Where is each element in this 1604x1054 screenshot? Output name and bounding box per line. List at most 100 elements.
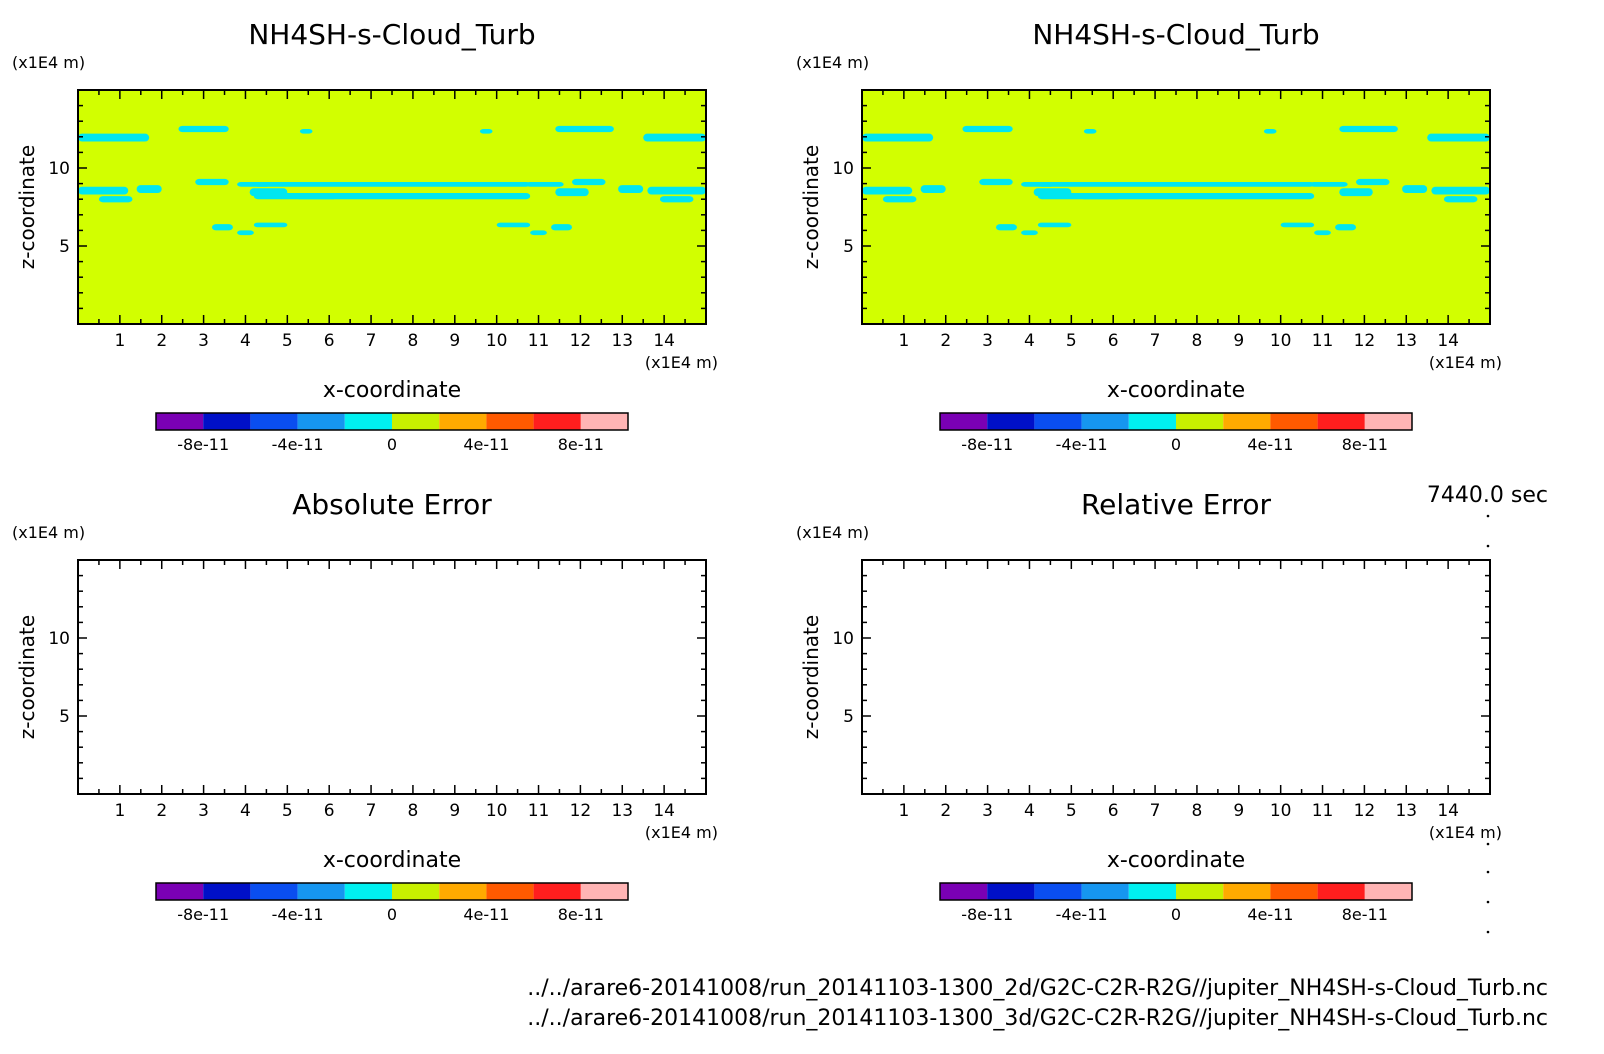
colorbar-tick-label: 8e-11 [1342,905,1388,924]
colorbar-segment [987,883,1035,900]
x-tick-label: 11 [1312,331,1334,351]
colorbar-segment [940,413,988,430]
x-axis-label: x-coordinate [1107,848,1245,873]
heatmap-cell [1356,178,1390,186]
chart-panel: Absolute Error(x1E4 m)1 2 3 4 5 6 7 8 9 10 11 12 13 1… [12,488,718,924]
colorbar-segment [580,883,628,900]
y-tick-label: 10 [832,159,854,179]
x-tick-label: 11 [1312,801,1334,821]
colorbar-tick-label: 8e-11 [558,435,604,454]
y-unit-label: (x1E4 m) [12,523,85,542]
heatmap-cell [647,186,706,195]
heatmap-cell [1263,129,1277,134]
y-axis-label: z-coordinate [799,615,823,739]
heatmap-cell [1339,188,1373,197]
x-tick-label: 5 [282,801,293,821]
colorbar-segment [1128,413,1176,430]
heatmap-field [862,90,1490,324]
plot-frame [77,559,707,795]
x-tick-label: 4 [240,331,251,351]
heatmap-cell [1280,222,1315,228]
y-tick-label: 10 [48,629,70,649]
x-axis-label: x-coordinate [323,378,461,403]
x-tick-label: 14 [1437,801,1459,821]
heatmap-cell [98,196,133,203]
colorbar-segment [1364,883,1412,900]
x-tick-label: 9 [449,331,460,351]
colorbar-tick-label: 0 [1171,435,1181,454]
heatmap-cell [496,222,531,228]
x-tick-label: 7 [366,331,377,351]
colorbar-tick-label: -8e-11 [177,435,229,454]
x-tick-label: 7 [1150,801,1161,821]
y-tick-label: 5 [59,707,70,727]
colorbar-tick-label: 4e-11 [463,435,509,454]
colorbar-segment [1128,883,1176,900]
heatmap-cell [299,129,313,134]
x-tick-label: 14 [653,331,675,351]
colorbar-tick-label: 8e-11 [1342,435,1388,454]
heatmap-cell [1427,133,1490,142]
heatmap-cell [659,196,694,203]
heatmap-cell [211,224,233,231]
x-tick-label: 9 [1233,801,1244,821]
heatmap-cell [643,133,706,142]
colorbar-tick-label: -8e-11 [961,435,1013,454]
colorbar-segment [1270,883,1318,900]
colorbar-segment [486,413,534,430]
colorbar-segment [1223,413,1271,430]
x-tick-label: 8 [1192,331,1203,351]
heatmap-cell [237,230,254,236]
panels: NH4SH-s-Cloud_Turb(x1E4 m)1 2 3 4 5 6 7 8 9 10 11 1… [12,18,1502,934]
heatmap-cell [1314,230,1331,236]
colorbar-segment [297,883,345,900]
chart-title: NH4SH-s-Cloud_Turb [1032,18,1319,51]
dot-mark [1486,544,1490,548]
x-tick-label: 6 [1108,331,1119,351]
heatmap-cell [1021,230,1038,236]
colorbar-frame [939,882,1413,901]
x-tick-label: 3 [198,801,209,821]
x-tick-label: 2 [156,331,167,351]
x-tick-label: 9 [449,801,460,821]
x-tick-label: 1 [114,801,125,821]
colorbar-segment [203,413,251,430]
colorbar-segment [1081,883,1129,900]
colorbar-segment [439,413,487,430]
x-tick-label: 13 [611,331,633,351]
file-path: ../../arare6-20141008/run_20141103-1300_… [527,976,1548,1001]
dot-mark [1486,842,1490,846]
heatmap-cell [1309,182,1348,187]
y-unit-label: (x1E4 m) [796,523,869,542]
x-tick-label: 4 [240,801,251,821]
colorbar-segment [1364,413,1412,430]
heatmap-cell [1083,129,1097,134]
heatmap-cell [862,133,934,142]
x-tick-label: 12 [570,801,592,821]
x-tick-label: 13 [1395,331,1417,351]
x-tick-label: 1 [898,331,909,351]
x-unit-label: (x1E4 m) [1429,353,1502,372]
x-tick-label: 6 [1108,801,1119,821]
chart-title: Absolute Error [292,488,492,521]
heatmap-cell [551,224,573,231]
heatmap-cell [572,178,606,186]
heatmap-cell [920,185,946,193]
dot-mark [1486,900,1490,904]
dot-mark [1486,930,1490,934]
heatmap-cell [253,182,531,187]
x-tick-label: 3 [982,801,993,821]
y-tick-label: 10 [48,159,70,179]
heatmap-cell [862,186,913,195]
heatmap-cell [1402,185,1428,193]
colorbar-segment [156,413,204,430]
heatmap-cell [995,224,1017,231]
colorbar-frame [155,412,629,431]
heatmap-cell [1335,224,1357,231]
colorbar-tick-label: 0 [387,435,397,454]
colorbar-tick-label: 4e-11 [463,905,509,924]
x-tick-label: 12 [570,331,592,351]
heatmap-cell [253,222,288,228]
time-label: 7440.0 sec [1427,483,1548,508]
